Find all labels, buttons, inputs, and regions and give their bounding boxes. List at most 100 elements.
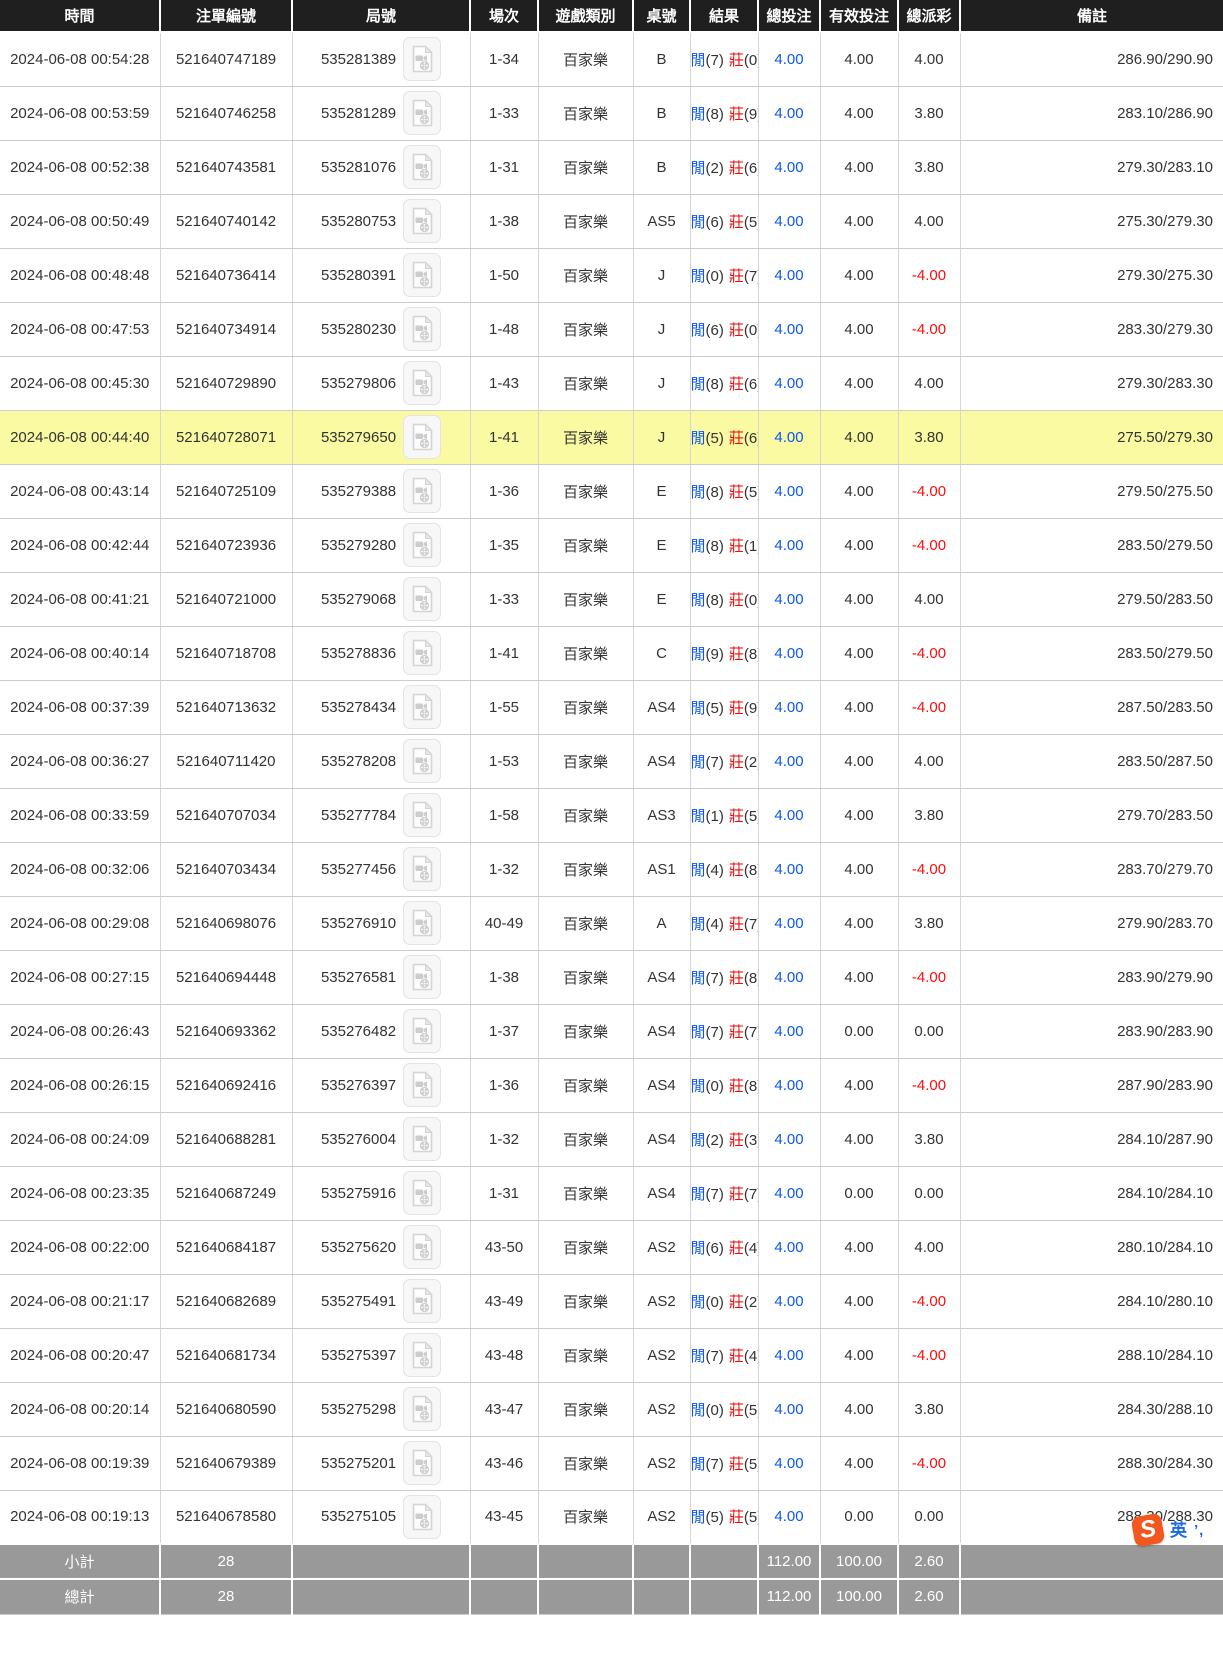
total-empty-remark	[959, 1578, 1223, 1615]
video-replay-button[interactable]	[403, 523, 442, 567]
table-row[interactable]: 2024-06-08 00:32:06 521640703434 5352774…	[0, 841, 1223, 897]
table-row[interactable]: 2024-06-08 00:37:39 521640713632 5352784…	[0, 679, 1223, 735]
table-row[interactable]: 2024-06-08 00:27:15 521640694448 5352765…	[0, 949, 1223, 1005]
player-result-label: 閒	[690, 1023, 706, 1041]
video-replay-button[interactable]	[403, 1494, 442, 1539]
table-row[interactable]: 2024-06-08 00:45:30 521640729890 5352798…	[0, 355, 1223, 411]
table-row[interactable]: 2024-06-08 00:19:13 521640678580 5352751…	[0, 1489, 1223, 1545]
video-replay-button[interactable]	[403, 901, 442, 945]
video-replay-button[interactable]	[403, 1225, 442, 1269]
player-result-label: 閒	[690, 321, 706, 339]
valid-bet-cell: 4.00	[819, 1327, 899, 1383]
player-result-label: 閒	[690, 807, 706, 825]
result-cell: 閒(0)莊(8)	[689, 1057, 759, 1113]
banker-points: (9)	[743, 699, 758, 717]
valid-bet-cell: 4.00	[819, 949, 899, 1005]
valid-bet-cell: 4.00	[819, 571, 899, 627]
video-replay-button[interactable]	[403, 145, 442, 189]
video-replay-button[interactable]	[403, 361, 442, 405]
round-number: 535275201	[320, 1454, 397, 1472]
table-row[interactable]: 2024-06-08 00:54:28 521640747189 5352813…	[0, 31, 1223, 87]
table-row[interactable]: 2024-06-08 00:50:49 521640740142 5352807…	[0, 193, 1223, 249]
table-row[interactable]: 2024-06-08 00:44:40 521640728071 5352796…	[0, 409, 1223, 465]
video-replay-icon	[412, 1233, 433, 1261]
time-cell: 2024-06-08 00:20:14	[0, 1381, 161, 1437]
banker-points: (0)	[743, 51, 758, 69]
video-replay-button[interactable]	[403, 1387, 442, 1431]
game-type-cell: 百家樂	[537, 301, 634, 357]
table-row[interactable]: 2024-06-08 00:26:15 521640692416 5352763…	[0, 1057, 1223, 1113]
table-row[interactable]: 2024-06-08 00:20:14 521640680590 5352752…	[0, 1381, 1223, 1437]
col-header-valid-bet: 有效投注	[819, 0, 899, 33]
table-row[interactable]: 2024-06-08 00:40:14 521640718708 5352788…	[0, 625, 1223, 681]
table-row[interactable]: 2024-06-08 00:42:44 521640723936 5352792…	[0, 517, 1223, 573]
table-row[interactable]: 2024-06-08 00:19:39 521640679389 5352752…	[0, 1435, 1223, 1491]
table-row[interactable]: 2024-06-08 00:24:09 521640688281 5352760…	[0, 1111, 1223, 1167]
table-row[interactable]: 2024-06-08 00:33:59 521640707034 5352777…	[0, 787, 1223, 843]
game-type-cell: 百家樂	[537, 193, 634, 249]
time-cell: 2024-06-08 00:48:48	[0, 247, 161, 303]
table-row[interactable]: 2024-06-08 00:36:27 521640711420 5352782…	[0, 733, 1223, 789]
ime-mode-label[interactable]: 英	[1170, 1520, 1187, 1540]
ime-punct-label[interactable]: ’,	[1194, 1521, 1205, 1539]
result-cell: 閒(4)莊(8)	[689, 841, 759, 897]
video-replay-button[interactable]	[403, 469, 442, 513]
result-cell: 閒(8)莊(5)	[689, 463, 759, 519]
video-replay-button[interactable]	[403, 415, 442, 459]
game-type-cell: 百家樂	[537, 463, 634, 519]
video-replay-button[interactable]	[403, 1171, 442, 1215]
video-replay-button[interactable]	[403, 955, 442, 999]
time-cell: 2024-06-08 00:42:44	[0, 517, 161, 573]
video-replay-button[interactable]	[403, 577, 442, 621]
time-cell: 2024-06-08 00:22:00	[0, 1219, 161, 1275]
player-result-label: 閒	[690, 159, 706, 177]
video-replay-button[interactable]	[403, 631, 442, 675]
video-replay-button[interactable]	[403, 37, 442, 82]
payout-cell: -4.00	[897, 247, 961, 303]
sogou-ime-icon[interactable]: S	[1130, 1512, 1166, 1548]
table-row[interactable]: 2024-06-08 00:53:59 521640746258 5352812…	[0, 85, 1223, 141]
ime-toolbar[interactable]: S 英 ’,	[1130, 1512, 1205, 1548]
table-row[interactable]: 2024-06-08 00:21:17 521640682689 5352754…	[0, 1273, 1223, 1329]
subtotal-empty-session	[469, 1543, 539, 1580]
banker-result-label: 莊	[728, 105, 744, 123]
video-replay-button[interactable]	[403, 1441, 442, 1485]
table-row[interactable]: 2024-06-08 00:26:43 521640693362 5352764…	[0, 1003, 1223, 1059]
table-row[interactable]: 2024-06-08 00:22:00 521640684187 5352756…	[0, 1219, 1223, 1275]
video-replay-button[interactable]	[403, 739, 442, 783]
table-no-cell: AS4	[632, 949, 691, 1005]
valid-bet-cell: 4.00	[819, 787, 899, 843]
round-cell: 535279388	[291, 463, 471, 519]
video-replay-button[interactable]	[403, 199, 442, 243]
video-replay-button[interactable]	[403, 793, 442, 837]
table-row[interactable]: 2024-06-08 00:43:14 521640725109 5352793…	[0, 463, 1223, 519]
table-row[interactable]: 2024-06-08 00:48:48 521640736414 5352803…	[0, 247, 1223, 303]
video-replay-button[interactable]	[403, 1333, 442, 1377]
video-replay-button[interactable]	[403, 1009, 442, 1053]
video-replay-button[interactable]	[403, 307, 442, 351]
total-count: 28	[159, 1578, 293, 1615]
player-result-label: 閒	[690, 1239, 706, 1257]
valid-bet-cell: 4.00	[819, 1435, 899, 1491]
bet-id-cell: 521640713632	[159, 679, 293, 735]
video-replay-button[interactable]	[403, 1063, 442, 1107]
video-replay-button[interactable]	[403, 847, 442, 891]
payout-cell: -4.00	[897, 1273, 961, 1329]
table-row[interactable]: 2024-06-08 00:20:47 521640681734 5352753…	[0, 1327, 1223, 1383]
video-replay-icon	[412, 423, 433, 451]
table-row[interactable]: 2024-06-08 00:29:08 521640698076 5352769…	[0, 895, 1223, 951]
video-replay-button[interactable]	[403, 685, 442, 729]
subtotal-empty-round	[291, 1543, 471, 1580]
game-type-cell: 百家樂	[537, 1381, 634, 1437]
table-row[interactable]: 2024-06-08 00:47:53 521640734914 5352802…	[0, 301, 1223, 357]
video-replay-button[interactable]	[403, 91, 442, 135]
table-row[interactable]: 2024-06-08 00:52:38 521640743581 5352810…	[0, 139, 1223, 195]
table-row[interactable]: 2024-06-08 00:23:35 521640687249 5352759…	[0, 1165, 1223, 1221]
video-replay-button[interactable]	[403, 253, 442, 297]
table-row[interactable]: 2024-06-08 00:41:21 521640721000 5352790…	[0, 571, 1223, 627]
video-replay-button[interactable]	[403, 1117, 442, 1161]
video-replay-button[interactable]	[403, 1279, 442, 1323]
total-bet-cell: 4.00	[757, 355, 821, 411]
time-cell: 2024-06-08 00:27:15	[0, 949, 161, 1005]
bet-id-cell: 521640721000	[159, 571, 293, 627]
